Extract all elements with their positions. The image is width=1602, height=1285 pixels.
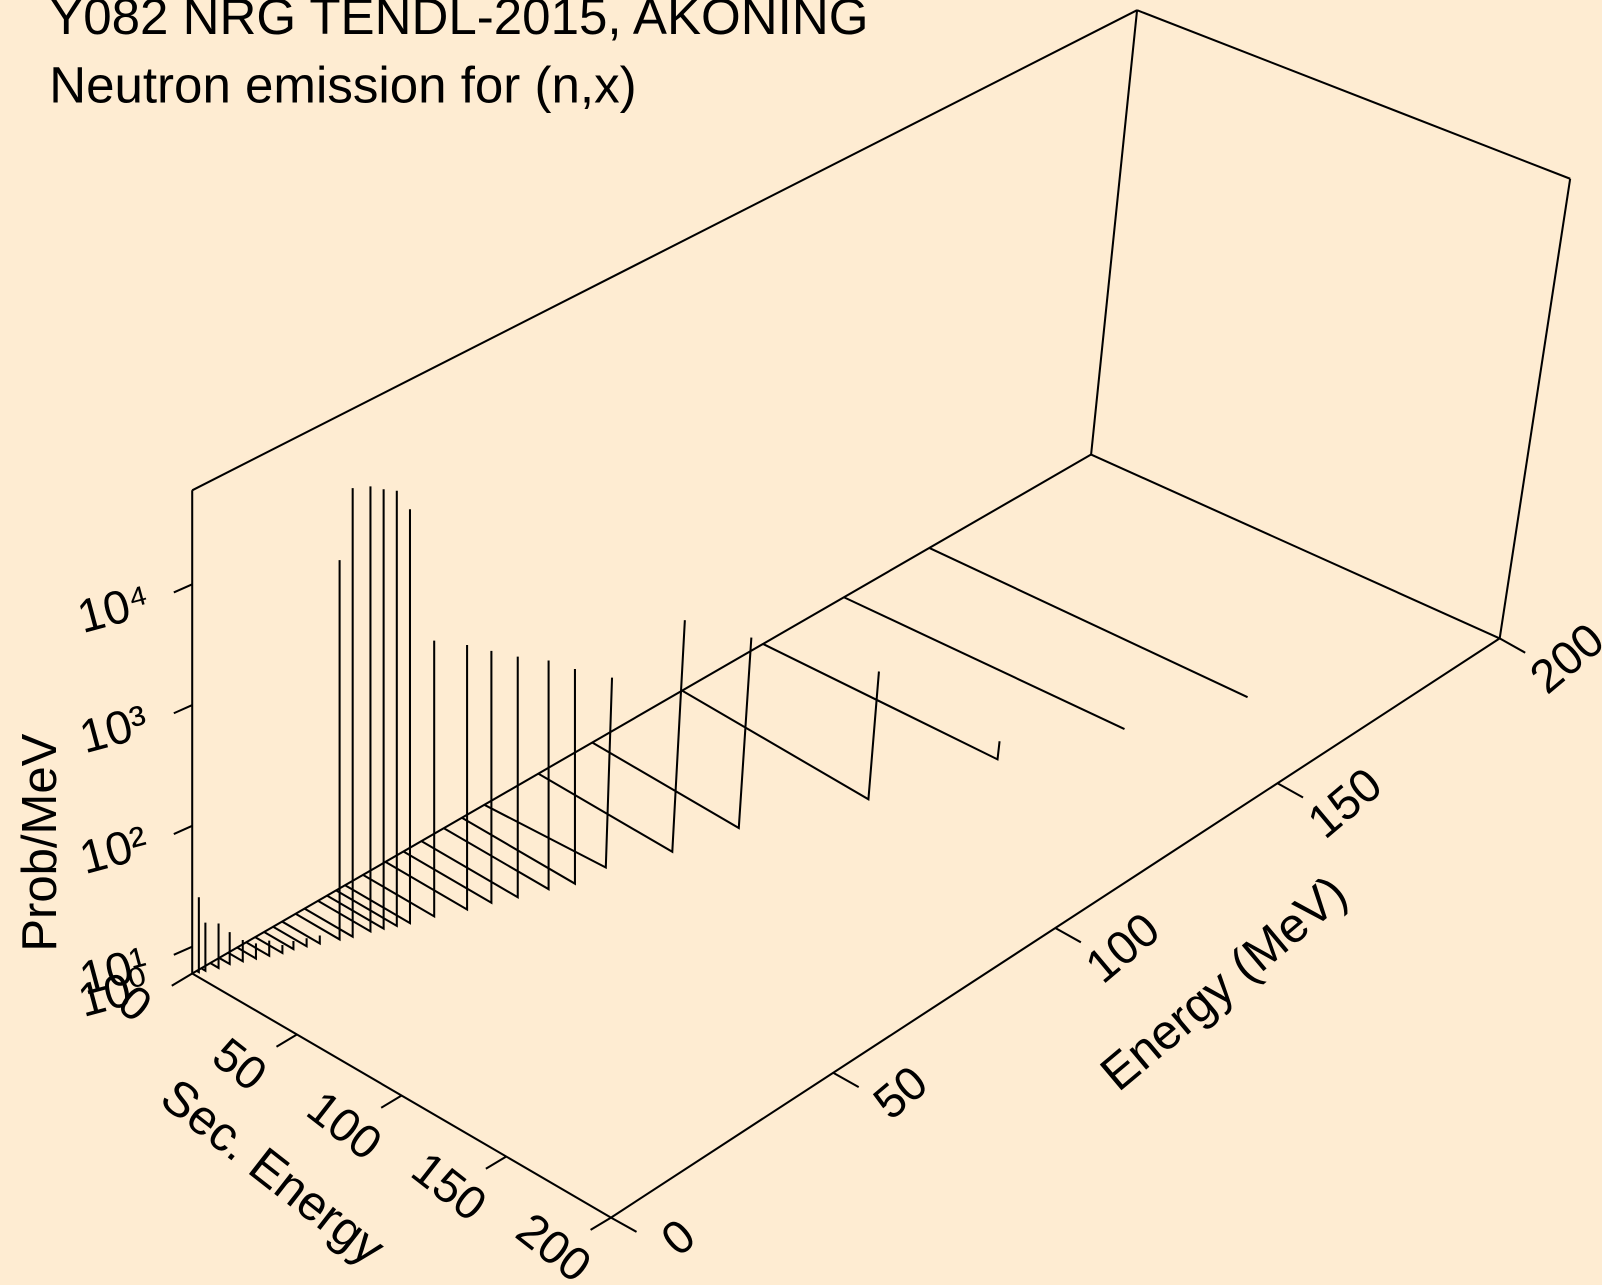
chart-title: Y082 NRG TENDL-2015, AKONING xyxy=(49,0,868,45)
spectrum-line xyxy=(245,940,271,958)
spectrum-line xyxy=(200,922,207,973)
y-tick xyxy=(610,1216,638,1233)
spectrum-line xyxy=(209,923,220,970)
spectrum-line xyxy=(218,932,231,966)
spectrum-line xyxy=(420,656,519,900)
box xyxy=(191,9,1572,1219)
box-edge xyxy=(1136,9,1571,180)
x-tick xyxy=(485,1155,507,1170)
z-axis-title: Prob/MeV xyxy=(13,733,67,951)
box-edge xyxy=(191,9,1138,492)
spectrum-line xyxy=(281,920,321,946)
box-edge xyxy=(191,453,1092,975)
x-tick xyxy=(590,1216,612,1231)
spectrum-line xyxy=(483,677,614,870)
spectrum-line xyxy=(254,936,284,955)
spectrum-line xyxy=(461,668,576,886)
z-tick xyxy=(173,583,193,594)
y-tick xyxy=(832,1071,860,1088)
spectrum-line xyxy=(335,490,398,928)
x-tick xyxy=(380,1094,403,1109)
spectrum-line xyxy=(317,486,372,934)
spectrum-line xyxy=(928,546,1249,699)
spectrum-line xyxy=(196,897,200,974)
spectrum-line xyxy=(227,939,244,963)
z-tick xyxy=(173,945,193,956)
box-edge xyxy=(1090,453,1501,640)
spectrum-line xyxy=(326,489,385,931)
box-edge xyxy=(1090,10,1139,455)
spectrum-line xyxy=(402,650,493,905)
y-tick xyxy=(1499,637,1526,654)
x-tick xyxy=(171,972,193,987)
spectrum-line xyxy=(762,643,1001,761)
spectrum-line xyxy=(272,925,308,949)
spectrum-line xyxy=(843,596,1125,730)
z-tick xyxy=(173,824,193,835)
box-edge xyxy=(1498,178,1572,639)
chart-subtitle: Neutron emission for (n,x) xyxy=(49,56,636,113)
spectrum-line xyxy=(295,560,341,942)
spectrum-line xyxy=(384,644,469,912)
x-tick xyxy=(275,1033,298,1048)
y-tick xyxy=(1054,927,1082,944)
z-tick xyxy=(173,704,193,715)
spectrum-line xyxy=(537,620,686,854)
spectrum-line xyxy=(443,660,550,891)
spectrum-line xyxy=(304,488,354,939)
spectrum-line xyxy=(263,931,295,951)
spectrum-line xyxy=(681,671,880,801)
spectrum-line xyxy=(362,640,436,919)
spectrum-line xyxy=(344,509,412,925)
spectrum-line xyxy=(591,637,753,830)
y-tick xyxy=(1277,782,1304,799)
